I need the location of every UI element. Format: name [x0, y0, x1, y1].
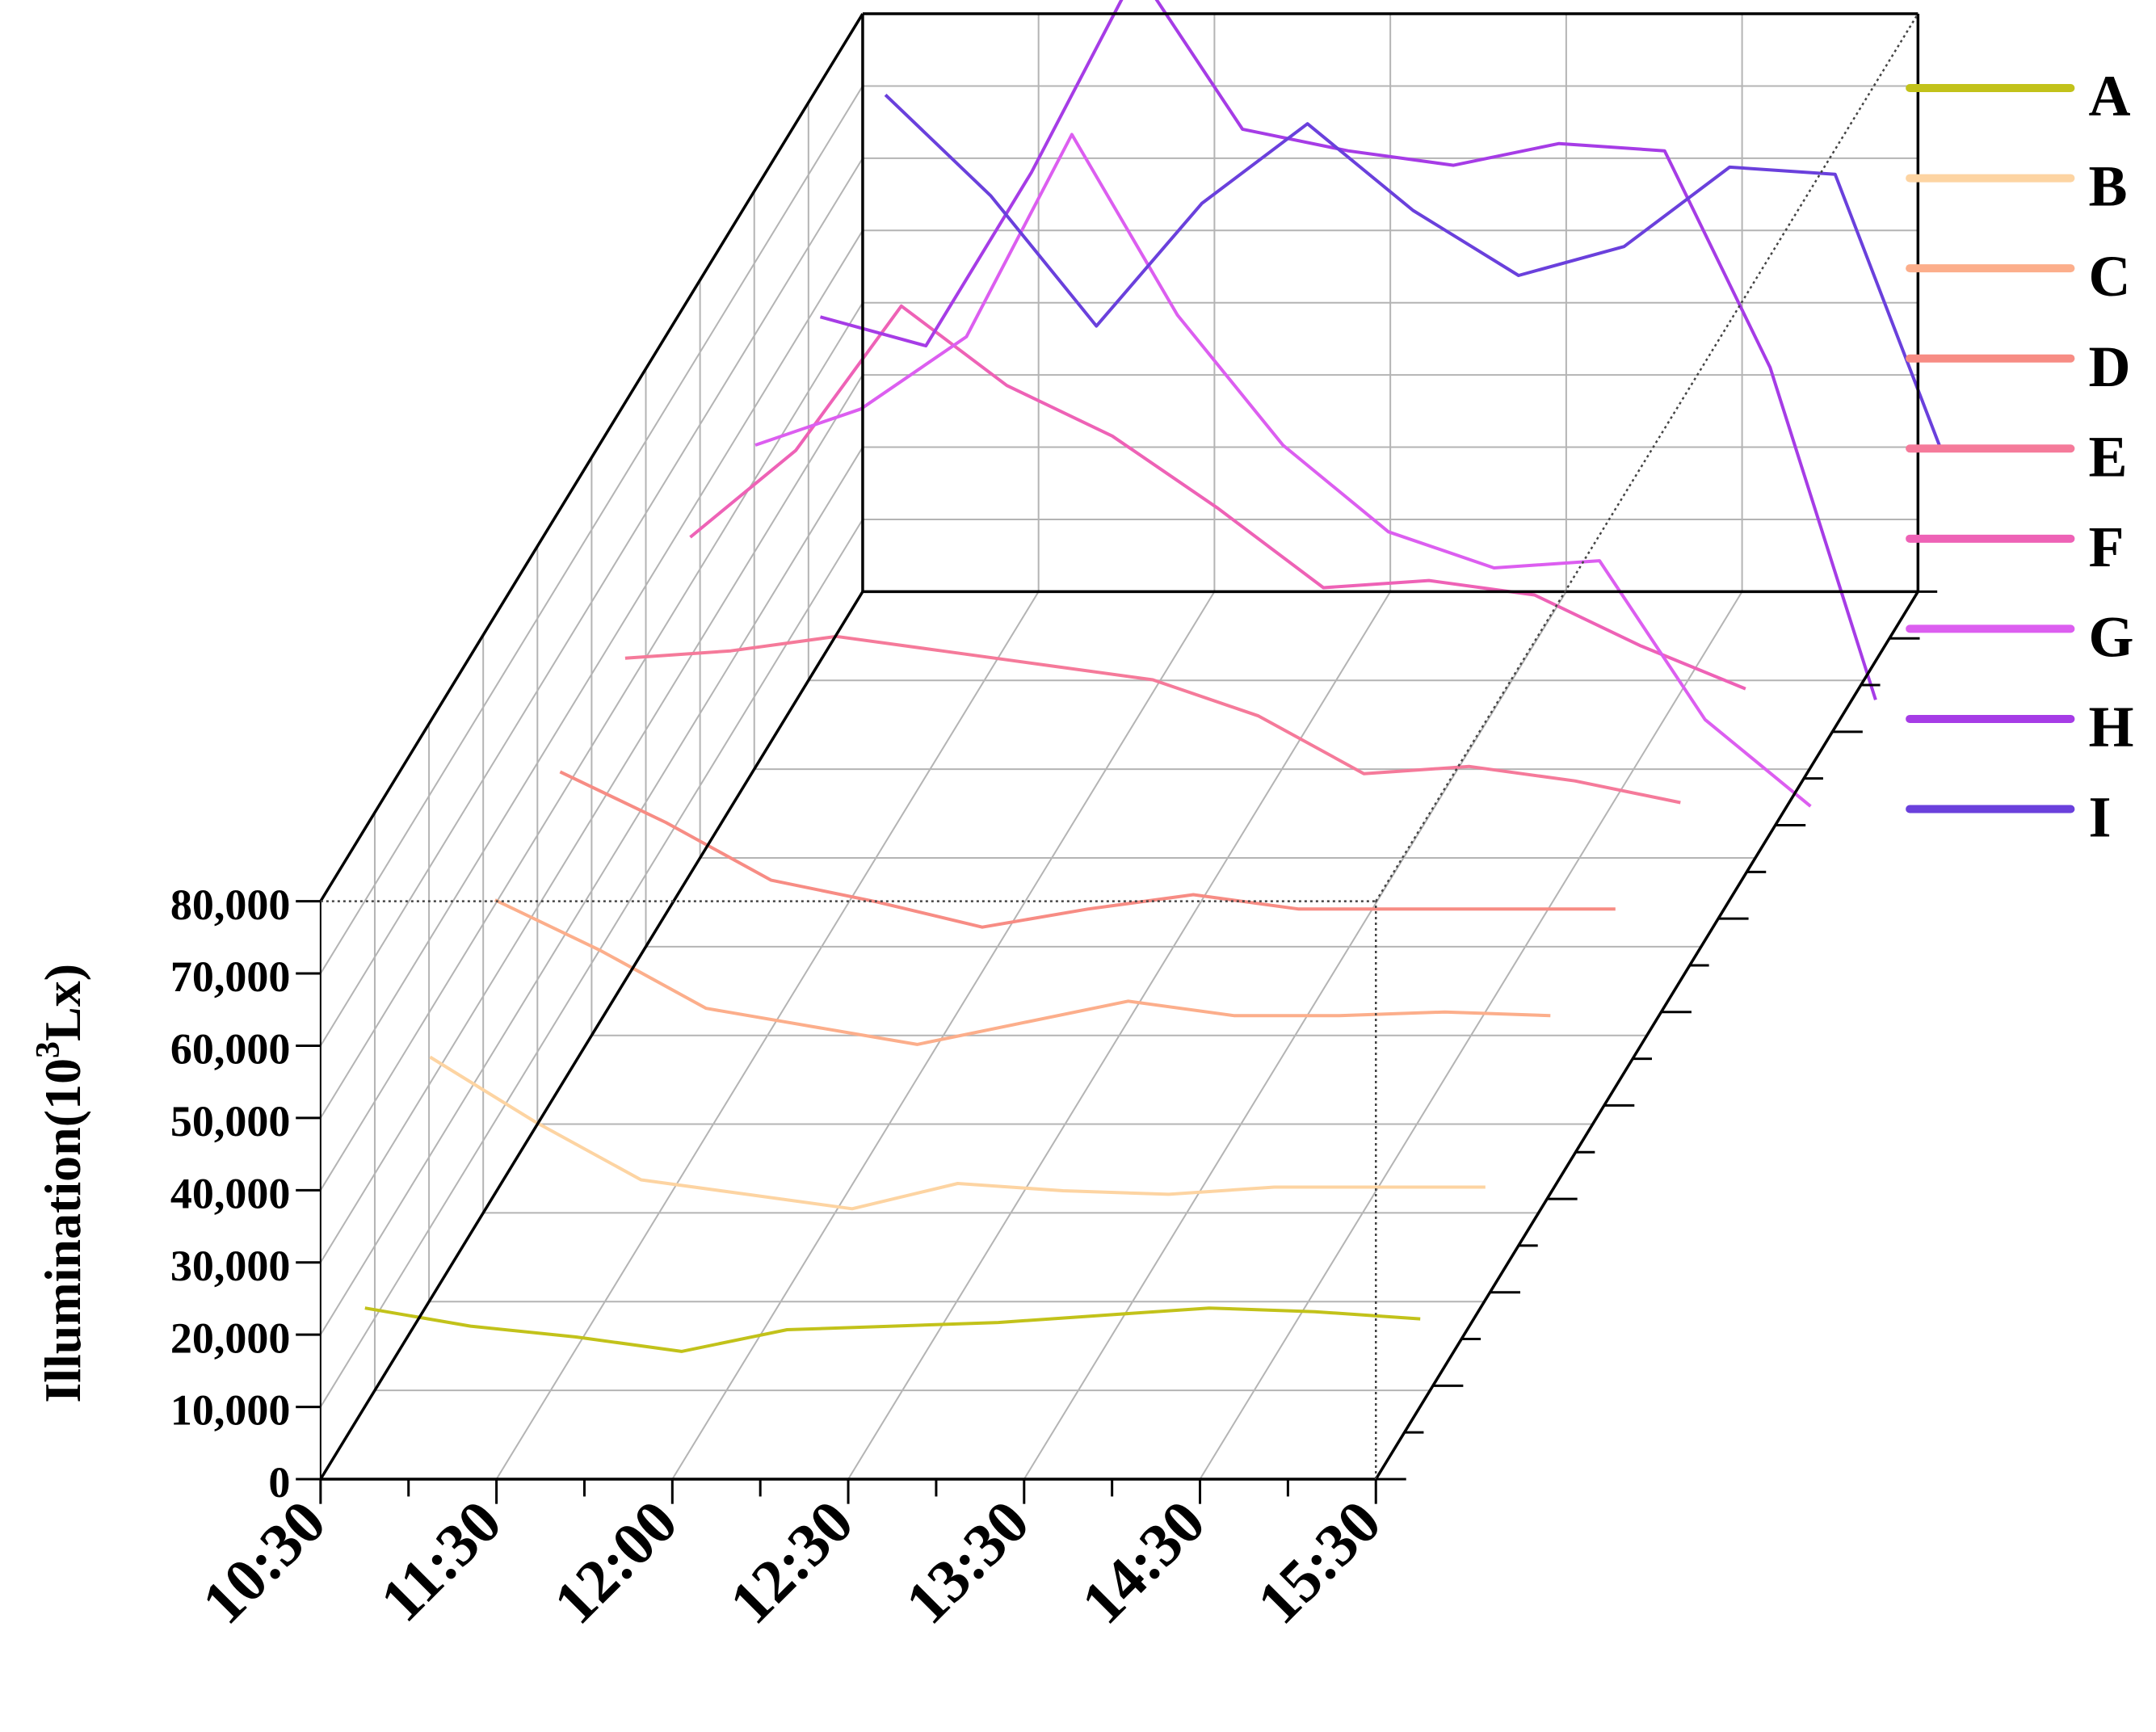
legend-label-G: G: [2089, 604, 2134, 669]
y-tick-label: 30,000: [170, 1242, 291, 1290]
legend-label-C: C: [2089, 244, 2131, 309]
legend-label-F: F: [2089, 515, 2124, 579]
series-line-B: [429, 1055, 1486, 1211]
series-line-F: [689, 304, 1746, 691]
series-line-H: [819, 0, 1877, 700]
series-line-C: [494, 898, 1551, 1046]
chart-grid: [320, 13, 1919, 1480]
legend-label-E: E: [2089, 424, 2128, 489]
left-wall-top-edge: [319, 13, 864, 902]
series-line-A: [364, 1306, 1421, 1353]
right-top-dotted-edge: [1375, 13, 1919, 902]
legend-label-B: B: [2089, 154, 2128, 219]
y-tick-label: 80,000: [170, 881, 291, 929]
x-tick-label: 10:30: [189, 1488, 338, 1637]
x-tick-label: 13:30: [893, 1488, 1042, 1637]
y-tick-label: 10,000: [170, 1386, 291, 1435]
x-tick-label: 12:30: [717, 1488, 867, 1637]
series-line-E: [624, 634, 1681, 805]
y-tick-label: 70,000: [170, 952, 291, 1001]
legend-label-I: I: [2089, 785, 2112, 850]
y-tick-label: 20,000: [170, 1314, 291, 1362]
series-line-I: [884, 93, 1943, 450]
legend-label-D: D: [2089, 334, 2131, 399]
y-tick-label: 60,000: [170, 1025, 291, 1074]
y-tick-label: 50,000: [170, 1097, 291, 1146]
series-line-D: [559, 770, 1616, 929]
chart-ticks: [296, 590, 1938, 1504]
y-tick-label: 40,000: [170, 1169, 291, 1217]
x-tick-label: 14:30: [1069, 1488, 1218, 1637]
y-axis-title: Illumination(103Lx): [30, 964, 91, 1403]
floor-left-edge: [319, 591, 864, 1480]
series-line-G: [754, 132, 1812, 808]
y-tick-labels: 0 10,000 20,000 30,000 40,000 50,000 60,000 70,…: [170, 881, 291, 1507]
depth-axis-line: [1374, 591, 1919, 1480]
chart-series: [364, 0, 1943, 1353]
legend-label-H: H: [2089, 695, 2134, 759]
x-tick-labels: 10:30 11:30 12:00 12:30 13:30 14:30 15:30: [189, 1487, 1393, 1637]
y-tick-label: 0: [268, 1458, 290, 1507]
x-tick-label: 12:00: [541, 1487, 691, 1637]
legend-label-A: A: [2089, 64, 2131, 128]
x-tick-label: 15:30: [1245, 1488, 1394, 1637]
x-tick-label: 11:30: [368, 1488, 515, 1635]
